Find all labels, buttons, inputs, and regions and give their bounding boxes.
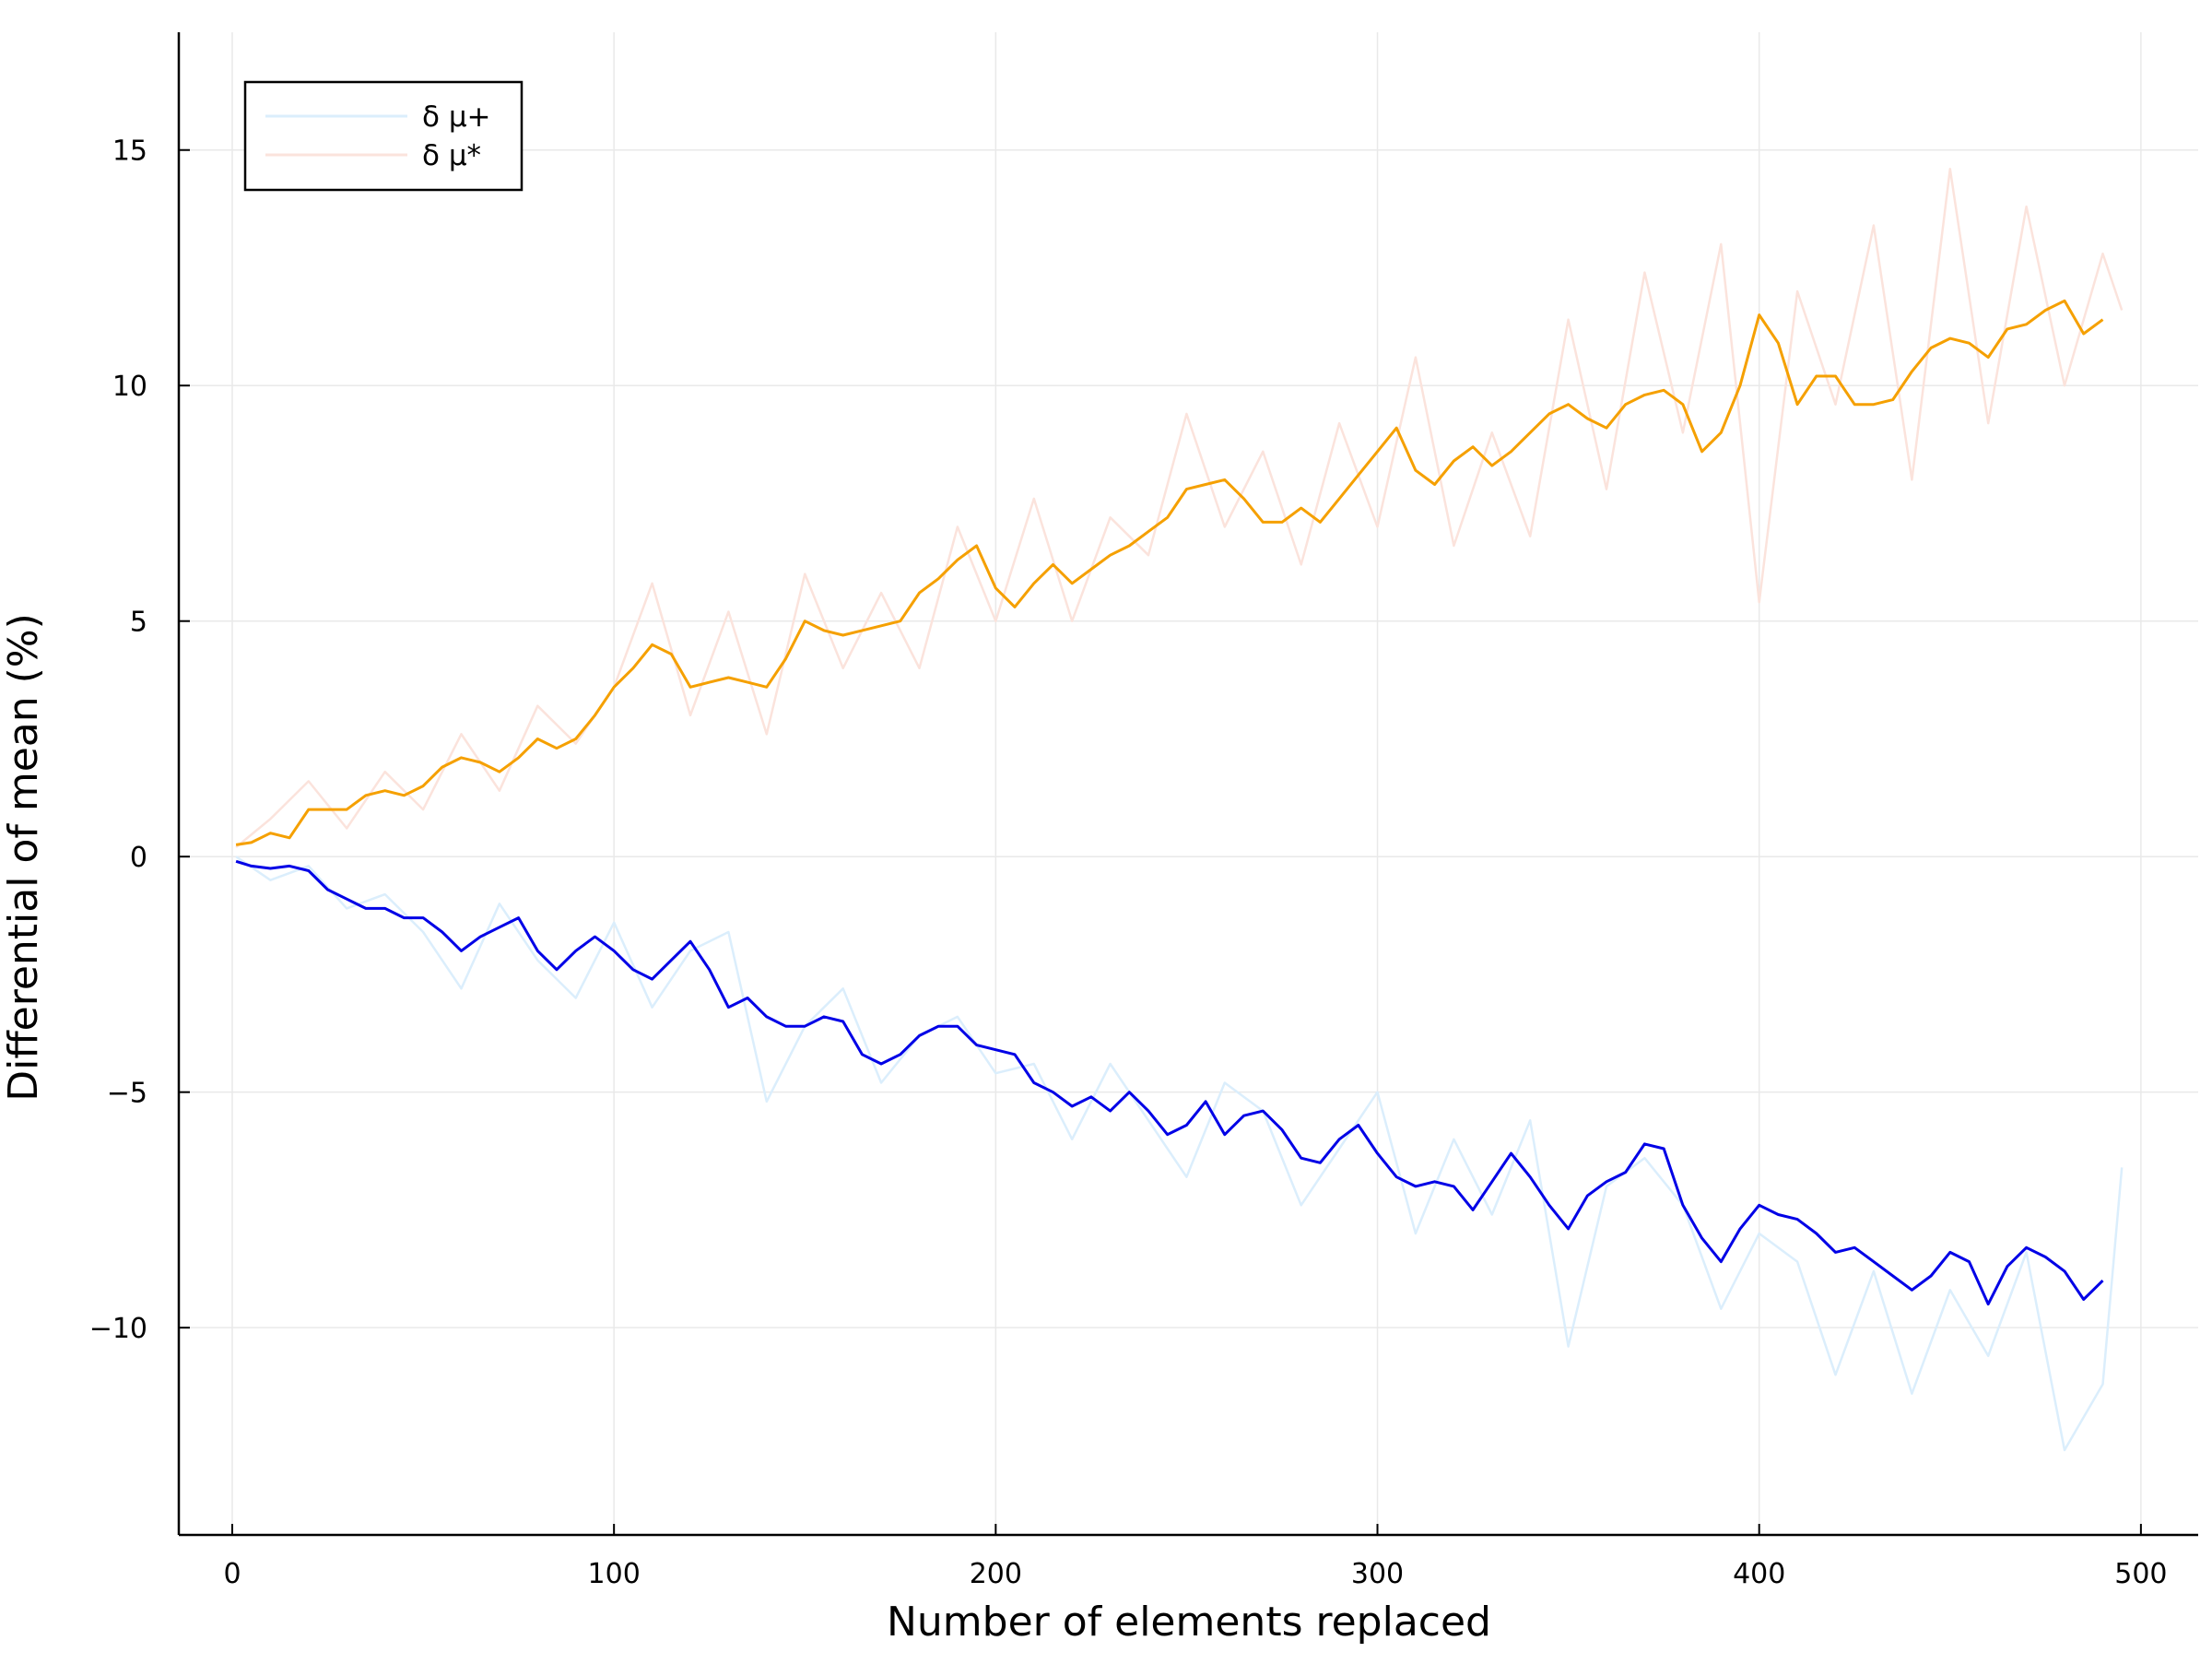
series-mu-plus-raw: [235, 856, 2124, 1452]
legend-label-mu-plus: δ μ+: [422, 100, 491, 134]
series-mu-star-raw: [235, 167, 2124, 848]
y-tick-label: 10: [112, 371, 147, 403]
series-mu-plus-smoothed: [235, 859, 2104, 1306]
y-tick-label: −10: [89, 1313, 147, 1345]
raw-series-layer: [235, 167, 2124, 1452]
y-tick-label: 0: [130, 842, 147, 874]
grid: [179, 32, 2198, 1535]
y-tick-label: −5: [107, 1078, 147, 1110]
legend-box: [243, 80, 524, 192]
y-tick-label: 15: [112, 136, 147, 168]
x-tick-label: 300: [1351, 1558, 1404, 1590]
smoothed-series-layer: [235, 299, 2104, 1306]
axes: [177, 32, 2198, 1537]
x-tick-label: 0: [223, 1558, 241, 1590]
x-tick-label: 500: [2114, 1558, 2167, 1590]
legend: δ μ+ δ μ*: [243, 80, 524, 192]
y-axis-ticks: −10 −5 0 5 10 15: [89, 136, 190, 1345]
legend-label-mu-star: δ μ*: [422, 139, 481, 172]
x-tick-label: 100: [588, 1558, 641, 1590]
series-mu-star-smoothed: [235, 299, 2104, 846]
x-tick-label: 200: [970, 1558, 1022, 1590]
x-axis-ticks: 0 100 200 300 400 500: [223, 1524, 2168, 1590]
y-axis-title: Differential of mean (%): [0, 613, 47, 1102]
x-axis-title: Number of elements replaced: [887, 1599, 1491, 1646]
y-tick-label: 5: [130, 607, 147, 639]
x-tick-label: 400: [1733, 1558, 1785, 1590]
